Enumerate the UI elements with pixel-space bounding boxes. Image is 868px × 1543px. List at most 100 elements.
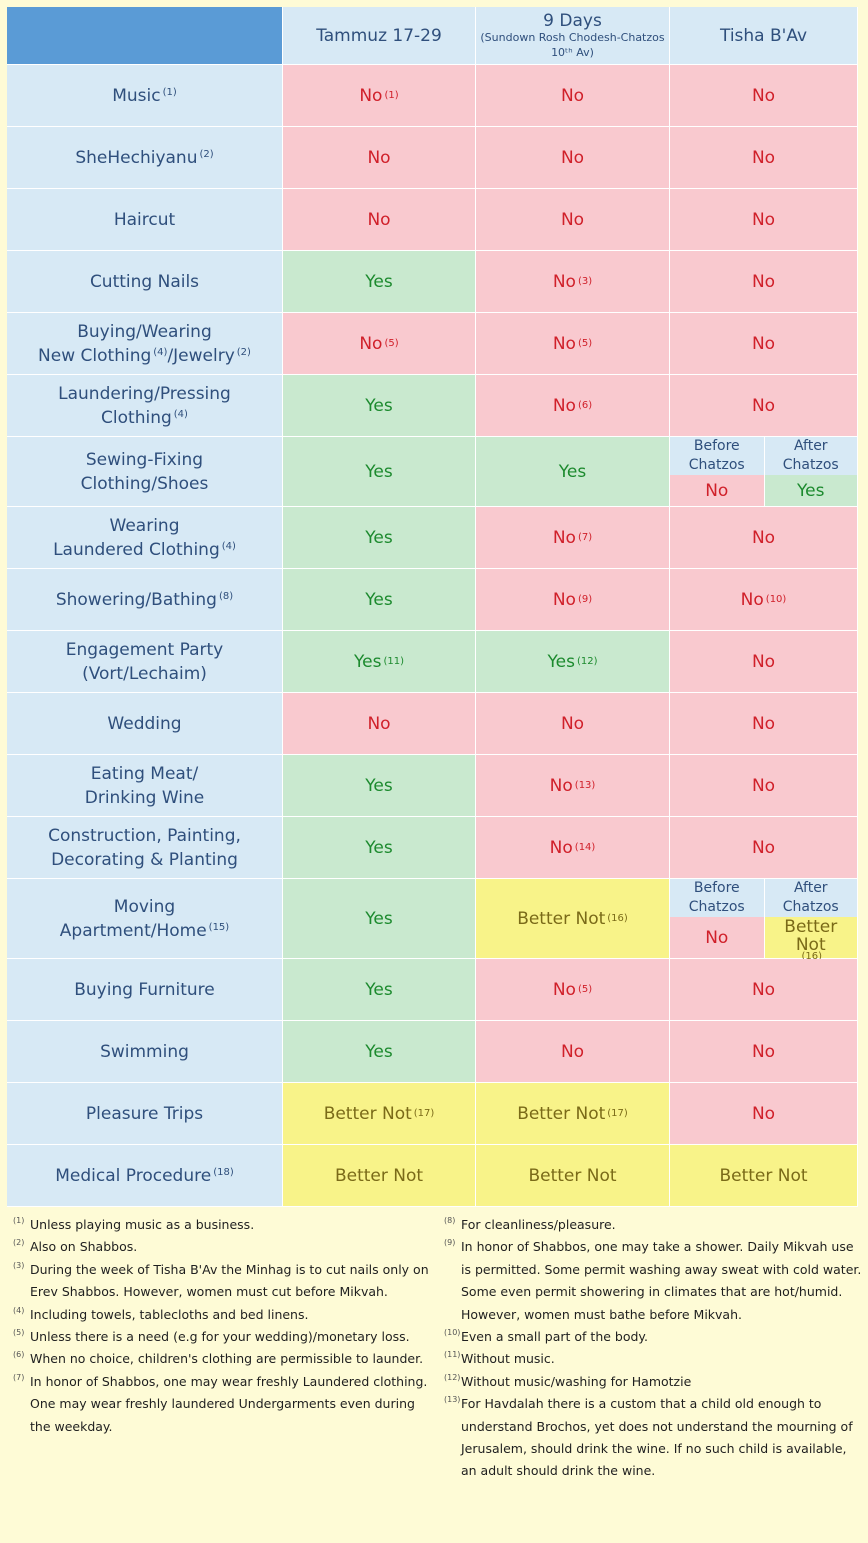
value-text: No [751,333,776,354]
value-text: No [705,480,729,501]
before-chatzos-value: No [670,917,764,958]
row-label-text: Haircut [113,209,176,230]
value-text: Yes [365,908,393,929]
footnote-marker: (1) [162,86,177,98]
row-label-line: (Vort/Lechaim) [82,662,207,686]
value-text: Better Not [323,1103,412,1124]
value-text: Yes [797,480,825,501]
column-header: Tisha B'Av [670,7,858,65]
value-text: Yes [365,979,393,1000]
value-text: Better Not [528,1165,617,1186]
value-text: Yes [354,651,382,672]
row-label: Buying Furniture [7,959,283,1021]
value-text: No [552,271,576,292]
value-text: Yes [365,395,393,416]
footnote-number: (10) [444,1328,461,1338]
split-cell: Before Chatzos After Chatzos No Yes [670,437,858,507]
value-text: Yes [365,527,393,548]
value-cell: Yes (12) [476,631,670,693]
footnote: (9) In honor of Shabbos, one may take a s… [444,1236,864,1326]
row-label-line: Pleasure Trips [86,1102,203,1126]
value-cell: No [283,693,476,755]
value-cell: No (5) [476,313,670,375]
row-label-text: Clothing/Shoes [80,473,209,494]
row-label-text: Eating Meat/ [90,763,199,784]
footnote: (10) Even a small part of the body. [444,1326,864,1348]
value-text: No [751,1041,776,1062]
row-label-text: Sewing-Fixing [85,449,204,470]
footnote-text: For cleanliness/pleasure. [461,1217,616,1232]
footnote-number: (9) [444,1238,456,1248]
value-cell: Yes [283,1021,476,1083]
value-cell: No [476,189,670,251]
row-label: Wearing Laundered Clothing (4) [7,507,283,569]
row-label-line: SheHechiyanu (2) [75,146,213,170]
footnote: (11) Without music. [444,1348,864,1370]
footnote-number: (5) [13,1328,25,1338]
split-cell-values: No Yes [670,475,857,506]
value-text: Yes [365,589,393,610]
row-label-text: Wearing [109,515,180,536]
footnote: (7) In honor of Shabbos, one may wear fre… [13,1371,433,1438]
value-cell: No [670,631,858,693]
row-label-text: Medical Procedure [55,1165,212,1186]
value-text: No [751,979,776,1000]
value-cell: No (3) [476,251,670,313]
value-cell: Better Not [283,1145,476,1207]
footnote-text: During the week of Tisha B'Av the Minhag… [30,1261,429,1300]
value-cell: No [670,375,858,437]
row-label-text: Music [112,85,161,106]
row-label-text: Buying Furniture [74,979,215,1000]
value-cell: Yes [283,817,476,879]
before-chatzos-label: Before Chatzos [688,880,745,915]
footnote: (5) Unless there is a need (e.g for your … [13,1326,433,1348]
footnote-marker: (4) [221,540,236,552]
value-cell: No [670,313,858,375]
value-cell: No (5) [283,313,476,375]
value-text: No [751,395,776,416]
value-cell: No (14) [476,817,670,879]
after-chatzos-value: Better Not (16) [763,917,857,961]
footnote-marker: (4) [153,346,168,358]
row-label-text: /Jewelry [167,345,235,366]
row-label-line: Swimming [100,1040,189,1064]
value-text: No [549,837,573,858]
value-cell: No [476,1021,670,1083]
row-label: Buying/Wearing New Clothing (4)/Jewelry (2) [7,313,283,375]
footnote-number: (1) [13,1216,25,1225]
value-cell: Better Not [670,1145,858,1207]
split-cell: Before Chatzos After Chatzos No Better Not(… [670,879,858,961]
value-text: No [751,651,776,672]
value-cell: No [670,251,858,313]
value-text: No [552,527,576,548]
value-cell: Yes [283,507,476,569]
row-label-text: Moving [113,896,176,917]
value-text: Yes [558,461,587,482]
value-text: Yes [365,775,393,796]
value-cell: Yes [283,755,476,817]
footnote-text: In honor of Shabbos, one may wear freshl… [30,1373,428,1434]
footnote-text: When no choice, children's clothing are … [30,1351,424,1367]
value-cell: Yes [283,437,476,507]
value-text: No [367,209,391,230]
value-cell: Yes [283,251,476,313]
value-cell: Yes [283,959,476,1021]
value-text: Yes [547,651,575,672]
value-cell: No (9) [476,569,670,631]
value-cell: Yes (11) [283,631,476,693]
value-cell: No (7) [476,507,670,569]
footnote: (1) Unless playing music as a business. [13,1214,433,1236]
value-cell: No [283,127,476,189]
value-cell: No [476,693,670,755]
value-text: No [751,775,776,796]
value-text: Better Not [517,1103,606,1124]
value-text: No [359,85,383,106]
value-cell: Better Not (16) [476,879,670,959]
value-text: No [367,713,391,734]
value-text: No [751,147,776,168]
footnote-text: Including towels, tablecloths and bed li… [30,1306,309,1322]
value-cell: Better Not (17) [283,1083,476,1145]
footnote-number: (11) [444,1350,461,1360]
row-label: Engagement Party (Vort/Lechaim) [7,631,283,693]
footnote-marker: (2) [199,148,214,160]
